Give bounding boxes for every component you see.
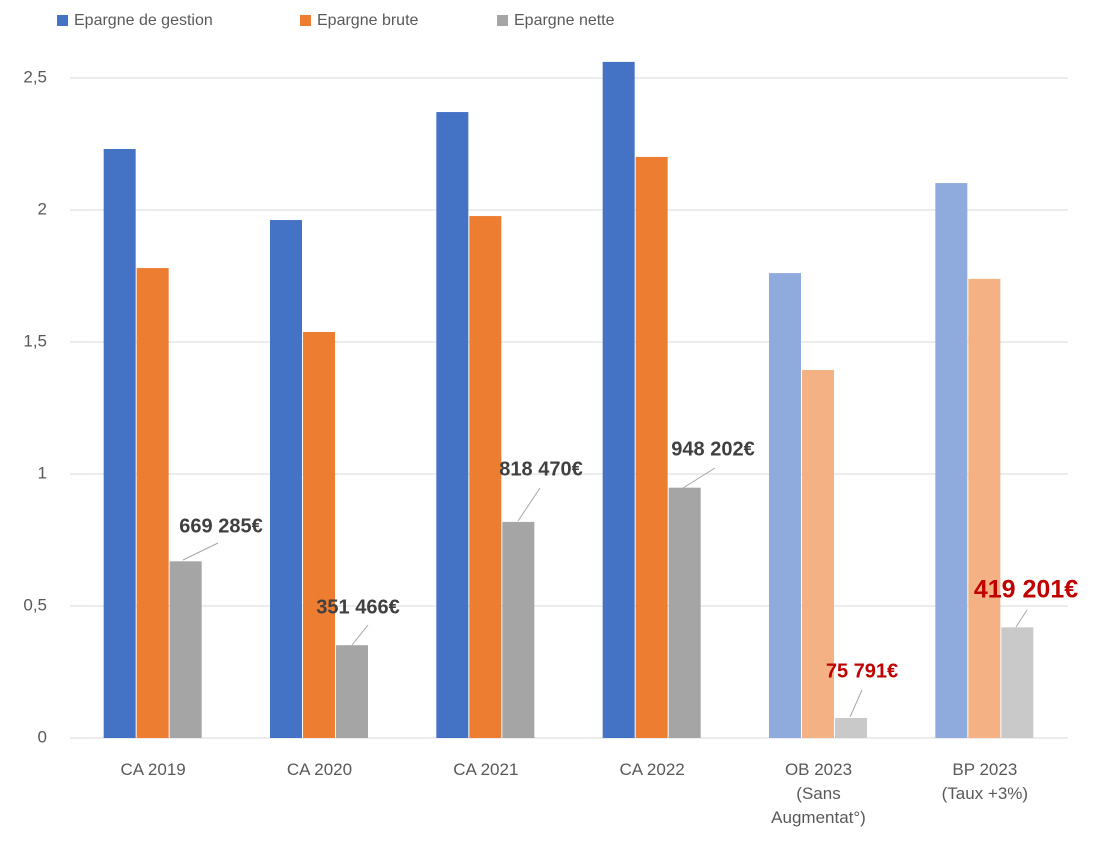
bar — [436, 112, 469, 738]
bar — [769, 273, 801, 738]
bar — [1001, 627, 1034, 738]
data-label: 351 466€ — [316, 596, 399, 618]
data-label: 75 791€ — [826, 660, 898, 682]
data-label: 948 202€ — [671, 438, 754, 460]
bar — [802, 369, 834, 738]
legend-label: Epargne nette — [514, 12, 615, 29]
bar — [303, 331, 335, 738]
x-tick-label: CA 2021 — [453, 760, 519, 779]
bar — [968, 278, 1001, 738]
bar — [336, 645, 368, 738]
x-tick-label: BP 2023 (Taux +3%) — [941, 760, 1029, 803]
y-tick-label: 2 — [38, 199, 47, 218]
y-tick-label: 1 — [38, 463, 47, 482]
leader-line — [351, 624, 369, 646]
y-tick-label: 2,5 — [23, 67, 47, 86]
leader-line — [682, 467, 716, 489]
leader-line — [517, 487, 541, 522]
legend-label: Epargne brute — [317, 12, 419, 29]
leader-line — [1015, 609, 1028, 628]
x-tick-label: CA 2020 — [286, 760, 353, 779]
bar — [935, 183, 968, 738]
bar — [602, 61, 635, 739]
x-tick-label: CA 2019 — [120, 760, 186, 779]
y-tick-label: 1,5 — [23, 331, 47, 350]
y-tick-label: 0 — [38, 727, 47, 746]
leader-line — [849, 689, 863, 718]
legend-label: Epargne de gestion — [74, 12, 213, 29]
bar — [668, 487, 701, 738]
bar — [270, 220, 302, 739]
bar — [835, 717, 867, 738]
x-tick-label: OB 2023 (Sans Augmentat°) — [771, 760, 866, 827]
legend-swatch — [300, 15, 311, 26]
data-label: 818 470€ — [499, 458, 582, 480]
bar — [469, 216, 502, 738]
leader-line — [182, 542, 219, 561]
x-tick-label: CA 2022 — [619, 760, 685, 779]
bar — [103, 149, 136, 739]
bar — [169, 561, 202, 738]
bar — [635, 156, 668, 738]
legend-swatch — [57, 15, 68, 26]
bar — [502, 521, 535, 738]
y-tick-label: 0,5 — [23, 595, 47, 614]
bar — [136, 268, 169, 738]
data-label: 669 285€ — [179, 515, 262, 537]
data-label: 419 201€ — [974, 576, 1078, 604]
legend-swatch — [497, 15, 508, 26]
